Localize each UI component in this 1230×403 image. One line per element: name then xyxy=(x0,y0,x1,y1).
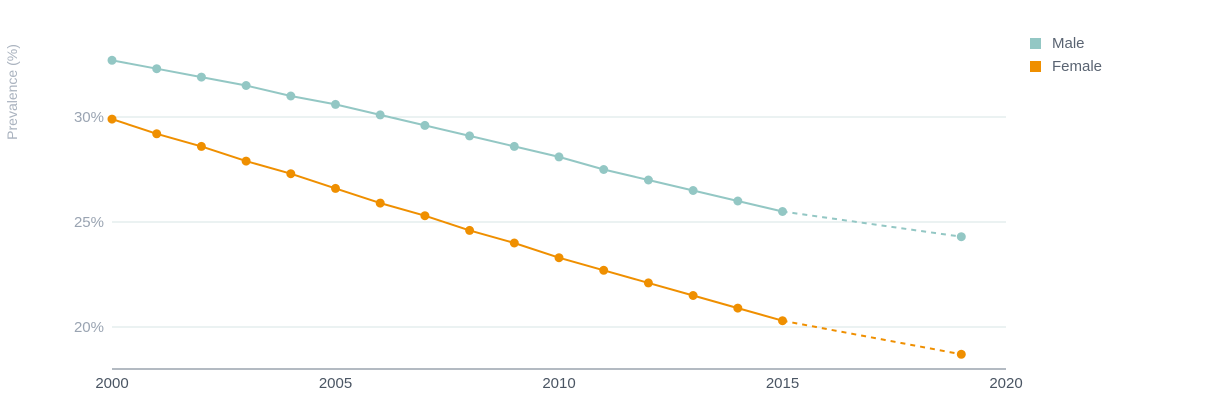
series-line-male xyxy=(111,59,783,213)
data-point-female-2002 xyxy=(196,141,206,151)
data-point-female-2010 xyxy=(554,253,564,263)
legend: Male Female xyxy=(1030,32,1102,78)
data-point-male-2005 xyxy=(331,99,340,109)
data-point-female-2003 xyxy=(241,156,251,166)
series-group xyxy=(107,55,966,359)
legend-swatch-female xyxy=(1030,61,1041,72)
data-point-female-2015 xyxy=(778,316,787,326)
data-point-male-2010 xyxy=(554,152,564,162)
data-point-male-2019 xyxy=(956,232,966,242)
series-line-female xyxy=(111,118,783,322)
data-point-male-2011 xyxy=(599,165,609,174)
data-point-female-2013 xyxy=(688,291,698,300)
legend-item-male[interactable]: Male xyxy=(1030,32,1102,55)
data-point-female-2019 xyxy=(956,349,966,359)
data-point-male-2014 xyxy=(733,196,743,206)
data-point-male-2015 xyxy=(778,207,787,216)
x-tick-label-2015: 2015 xyxy=(766,375,799,392)
data-point-male-2004 xyxy=(286,91,296,101)
series-male xyxy=(107,55,966,242)
data-point-male-2008 xyxy=(465,131,475,141)
y-tick-label-30: 30% xyxy=(74,109,104,126)
x-axis-ticks: 2000 2005 2010 2015 2020 xyxy=(95,375,1022,392)
data-point-male-2000 xyxy=(107,55,117,65)
data-point-female-2008 xyxy=(465,225,475,235)
data-point-male-2009 xyxy=(509,141,519,151)
y-tick-label-20: 20% xyxy=(74,319,104,336)
data-point-female-2007 xyxy=(420,211,430,221)
y-axis-title: Prevalence (%) xyxy=(4,44,20,140)
data-point-female-2009 xyxy=(509,238,519,248)
data-point-female-2004 xyxy=(286,169,296,179)
data-point-female-2012 xyxy=(643,278,653,288)
series-projection-line-male xyxy=(782,210,962,238)
data-point-male-2006 xyxy=(375,110,385,120)
series-projection-line-female xyxy=(782,319,962,356)
x-tick-label-2000: 2000 xyxy=(95,375,128,392)
y-tick-label-25: 25% xyxy=(74,214,104,231)
data-point-female-2000 xyxy=(107,114,117,124)
data-point-male-2001 xyxy=(152,64,162,74)
series-female xyxy=(107,114,966,359)
data-point-female-2006 xyxy=(375,198,385,208)
data-point-male-2003 xyxy=(241,81,251,90)
data-point-male-2007 xyxy=(420,120,430,130)
data-point-male-2012 xyxy=(643,175,653,185)
legend-swatch-male xyxy=(1030,38,1041,49)
data-point-male-2002 xyxy=(196,72,206,82)
gridlines xyxy=(112,116,1006,328)
legend-item-female[interactable]: Female xyxy=(1030,55,1102,78)
x-tick-label-2010: 2010 xyxy=(542,375,575,392)
data-point-female-2014 xyxy=(733,303,743,313)
data-point-female-2011 xyxy=(599,265,609,275)
data-point-male-2013 xyxy=(688,186,698,195)
data-point-female-2005 xyxy=(331,183,340,193)
data-point-female-2001 xyxy=(152,129,162,139)
y-axis-ticks: 20% 25% 30% xyxy=(74,109,104,336)
x-tick-label-2020: 2020 xyxy=(989,375,1022,392)
legend-label-male: Male xyxy=(1052,35,1085,52)
x-tick-label-2005: 2005 xyxy=(319,375,352,392)
legend-label-female: Female xyxy=(1052,58,1103,75)
